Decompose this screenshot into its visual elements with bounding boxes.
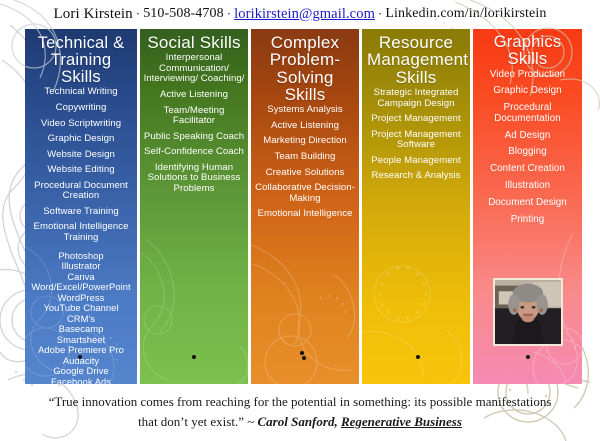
list-item: Self-Confidence Coach xyxy=(144,146,244,158)
linkedin-link[interactable]: Linkedin.com/in/lorikirstein xyxy=(385,6,547,21)
skill-column-resource-management: Resource Management Skills Strategic Int… xyxy=(362,29,470,384)
list-item: Team/Meeting Facilitator xyxy=(163,104,225,127)
list-item: Project Management Software xyxy=(371,128,461,151)
list-item: Smartsheet xyxy=(56,333,106,345)
list-item: Facebook Ads xyxy=(50,375,111,384)
quote-author: Carol Sanford, xyxy=(257,413,338,429)
column-filigree-resource xyxy=(362,265,463,384)
list-item: Video Production xyxy=(489,68,566,80)
list-item: Project Management xyxy=(371,113,461,125)
skill-list-complex: Systems Analysis Active Listening Market… xyxy=(254,105,356,219)
list-item: Canva xyxy=(67,270,95,282)
column-title-complex: Complex Problem-Solving Skills xyxy=(269,33,341,104)
list-item: CRM's xyxy=(66,312,96,324)
list-item: Graphic Design xyxy=(47,133,115,145)
list-item: Adobe Premiere Pro xyxy=(38,344,124,356)
list-item: Ad Design xyxy=(504,129,551,141)
list-item: Printing xyxy=(510,213,545,225)
list-item: Word/Excel/PowerPoint xyxy=(31,281,131,293)
list-item: Creative Solutions xyxy=(265,166,345,178)
list-item: Active Listening xyxy=(160,88,228,100)
list-item: YouTube Channel xyxy=(43,302,119,314)
column-filigree-complex xyxy=(251,244,356,384)
list-item: Identifying Human Solutions to Business … xyxy=(147,161,241,194)
skill-list-social: Interpersonal Communication/ Interviewin… xyxy=(143,53,245,194)
list-item: Document Design xyxy=(488,196,567,208)
quote-book-title: Regenerative Business xyxy=(340,413,462,429)
header-separator-2: · xyxy=(226,6,232,21)
column-dot-marker xyxy=(192,355,196,359)
email-link[interactable]: lorikirstein@gmail.com xyxy=(234,5,375,22)
list-item: Audacity xyxy=(62,354,100,366)
list-item: Blogging xyxy=(508,146,547,158)
list-item: Strategic Integrated Campaign Design xyxy=(373,86,459,109)
column-title-graphics: Graphics Skills xyxy=(493,33,562,68)
portrait-photo-image xyxy=(495,280,561,344)
list-item: Illustrator xyxy=(61,260,101,272)
list-item: Systems Analysis xyxy=(267,104,343,116)
column-filigree-social xyxy=(140,239,248,384)
list-item: Website Design xyxy=(47,148,115,160)
quote-line-2: that don’t yet exist.” ~ Carol Sanford, … xyxy=(0,412,600,432)
list-item: Marketing Direction xyxy=(263,135,347,147)
column-title-social: Social Skills xyxy=(147,33,241,52)
column-dot-marker xyxy=(78,355,82,359)
tool-list-technical: Photoshop Illustrator Canva Word/Excel/P… xyxy=(28,249,134,384)
skill-list-resource: Strategic Integrated Campaign Design Pro… xyxy=(365,86,467,182)
list-item: Video Scriptwriting xyxy=(40,117,122,129)
list-item: Basecamp xyxy=(58,323,104,335)
column-dot-marker xyxy=(526,355,530,359)
skill-list-graphics: Video Production Graphic Design Procedur… xyxy=(476,68,579,226)
quote-line-2-text: that don’t yet exist.” ~ xyxy=(138,413,258,429)
column-dot-marker xyxy=(302,356,306,360)
list-item: Graphic Design xyxy=(493,85,562,97)
list-item: Team Building xyxy=(274,150,336,162)
phone-number: 510-508-4708 xyxy=(143,6,224,21)
list-item: Illustration xyxy=(504,180,551,192)
skill-column-complex-problem-solving: Complex Problem-Solving Skills Systems A… xyxy=(251,29,359,384)
list-item: Active Listening xyxy=(271,119,339,131)
list-item: Collaborative Decision-Making xyxy=(255,182,355,204)
list-item: Software Training xyxy=(43,205,119,217)
quote-block: “True innovation comes from reaching for… xyxy=(0,392,600,431)
list-item: Public Speaking Coach xyxy=(143,130,245,142)
list-item: Photoshop xyxy=(58,249,104,261)
skill-column-graphics: Graphics Skills Video Production Graphic… xyxy=(473,29,582,384)
skill-column-social: Social Skills Interpersonal Communicatio… xyxy=(140,29,248,384)
list-item: Interpersonal Communication/ Interviewin… xyxy=(143,52,245,85)
list-item: Procedural Documentation xyxy=(494,102,561,124)
list-item: Technical Writing xyxy=(44,86,118,98)
column-title-technical: Technical & Training Skills xyxy=(37,34,125,86)
skill-column-technical: Technical & Training Skills Technical Wr… xyxy=(25,29,137,384)
portrait-photo xyxy=(493,278,563,346)
header-separator-1: · xyxy=(135,6,141,21)
list-item: Emotional Intelligence xyxy=(257,208,353,220)
skill-list-technical: Technical Writing Copywriting Video Scri… xyxy=(28,87,134,243)
header-separator-3: · xyxy=(377,6,383,21)
column-dot-marker xyxy=(300,351,304,355)
column-title-resource: Resource Management Skills xyxy=(367,33,469,87)
contact-header: Lori Kirstein · 510-508-4708 · lorikirst… xyxy=(0,0,600,28)
list-item: WordPress xyxy=(57,291,105,303)
list-item: Procedural Document Creation xyxy=(34,179,128,202)
skill-columns: Technical & Training Skills Technical Wr… xyxy=(0,29,600,384)
person-name: Lori Kirstein xyxy=(53,5,133,22)
list-item: Website Editing xyxy=(47,164,115,176)
list-item: Google Drive xyxy=(53,365,109,377)
list-item: Research & Analysis xyxy=(371,170,461,182)
list-item: People Management xyxy=(371,154,461,166)
quote-line-1: “True innovation comes from reaching for… xyxy=(48,394,552,409)
list-item: Copywriting xyxy=(55,102,107,114)
list-item: Content Creation xyxy=(490,163,565,175)
column-dot-marker xyxy=(416,355,420,359)
list-item: Emotional Intelligence Training xyxy=(33,221,129,243)
